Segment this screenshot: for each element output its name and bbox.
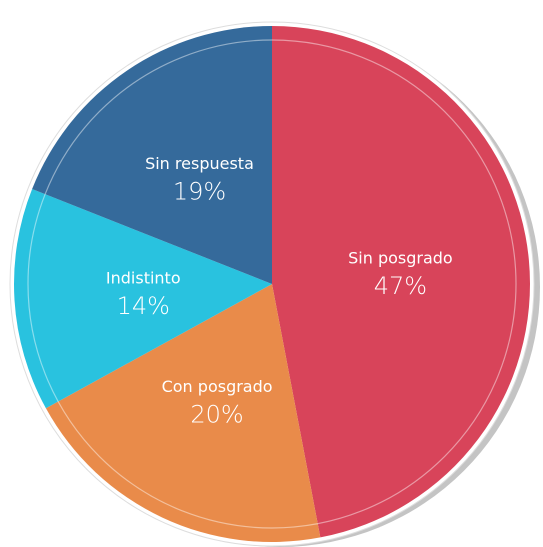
pie-slice [272,26,530,538]
pie-slice [32,26,272,284]
slice-value-label: 14% [117,292,170,320]
pie-slice [45,284,321,542]
slice-value-label: 19% [173,177,226,205]
slice-name: Con posgrado [162,377,273,396]
inner-ring [27,39,517,529]
slice-value-label: 20% [190,401,243,429]
slice-name: Sin respuesta [145,154,254,173]
slice-name: Indistinto [106,269,181,288]
slice-name: Sin posgrado [348,248,453,267]
slice-value-label: 47% [374,272,427,300]
pie-slice [14,189,273,409]
